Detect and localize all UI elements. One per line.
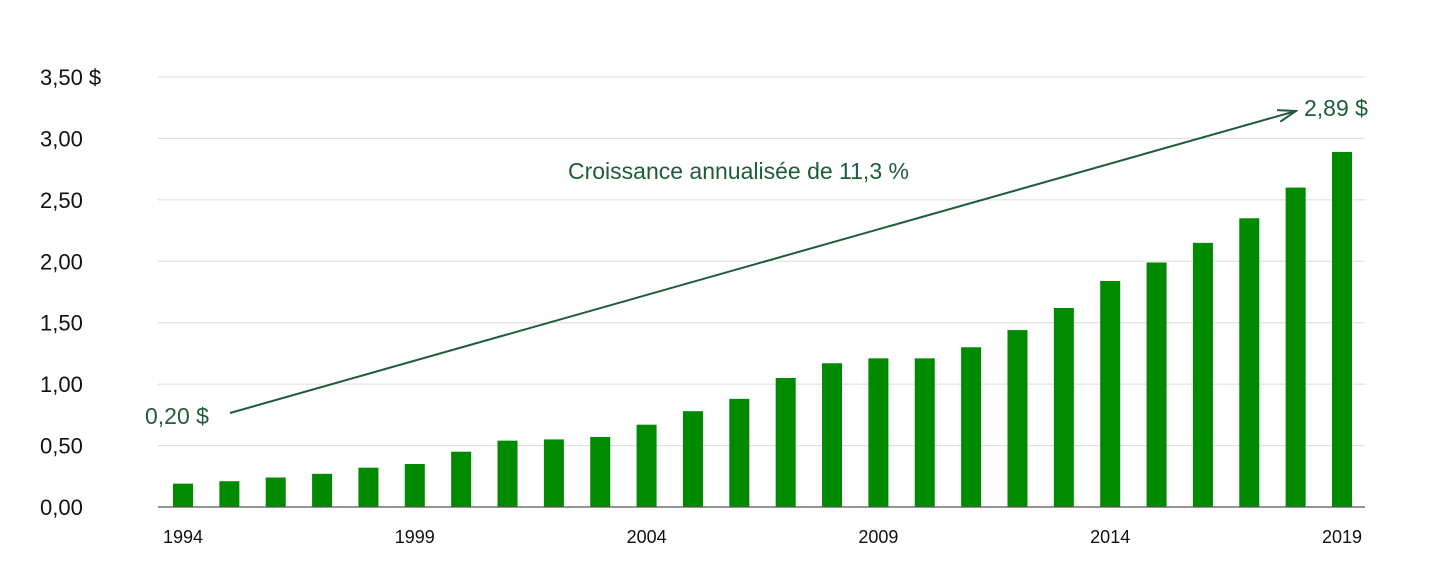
x-axis-tick-labels: 1994 1999 2004 2009 2014 2019	[163, 527, 1362, 547]
bar-2011	[961, 347, 982, 507]
bar-1999	[404, 464, 425, 507]
bar-2016	[1192, 242, 1213, 507]
y-tick-label: 0,00	[40, 495, 83, 520]
bar-2001	[497, 440, 518, 507]
x-tick-label: 1999	[395, 527, 435, 547]
trend-arrow	[229, 111, 1296, 414]
bar-1998	[358, 467, 379, 507]
growth-annotation: Croissance annualisée de 11,3 %	[568, 158, 909, 184]
bar-2008	[822, 363, 843, 507]
bar-1994	[173, 483, 193, 507]
bar-2000	[451, 451, 472, 507]
x-tick-label: 1994	[163, 527, 203, 547]
start-value-label: 0,20 $	[145, 403, 209, 429]
x-tick-label: 2009	[858, 527, 898, 547]
y-tick-label: 0,50	[40, 434, 83, 459]
y-tick-label: 1,00	[40, 372, 83, 397]
x-tick-label: 2004	[627, 527, 667, 547]
y-tick-label: 3,50 $	[40, 65, 101, 90]
y-tick-label: 1,50	[40, 311, 83, 336]
bar-2013	[1053, 307, 1074, 507]
bar-2003	[590, 436, 611, 507]
bar-1996	[265, 477, 286, 507]
bar-2002	[543, 439, 564, 507]
bar-2009	[868, 358, 889, 507]
x-tick-label: 2014	[1090, 527, 1130, 547]
gridlines	[158, 76, 1365, 447]
bar-2006	[729, 398, 750, 507]
bar-2005	[682, 411, 703, 507]
bar-2017	[1239, 218, 1260, 508]
bar-2018	[1285, 187, 1306, 508]
bar-2012	[1007, 330, 1028, 507]
bar-1997	[312, 473, 333, 507]
bar-2007	[775, 378, 796, 507]
bar-2019	[1332, 151, 1352, 507]
end-value-label: 2,89 $	[1304, 95, 1368, 121]
y-axis-tick-labels: 0,00 0,50 1,00 1,50 2,00 2,50 3,00 3,50 $	[40, 65, 101, 520]
y-tick-label: 2,50	[40, 188, 83, 213]
bar-1995	[219, 481, 240, 507]
y-tick-label: 3,00	[40, 126, 83, 151]
bar-2015	[1146, 262, 1167, 507]
y-tick-label: 2,00	[40, 249, 83, 274]
bar-2014	[1100, 280, 1121, 507]
bars	[173, 151, 1352, 508]
bar-2004	[636, 424, 657, 507]
x-tick-label: 2019	[1322, 527, 1362, 547]
bar-2010	[914, 358, 935, 507]
